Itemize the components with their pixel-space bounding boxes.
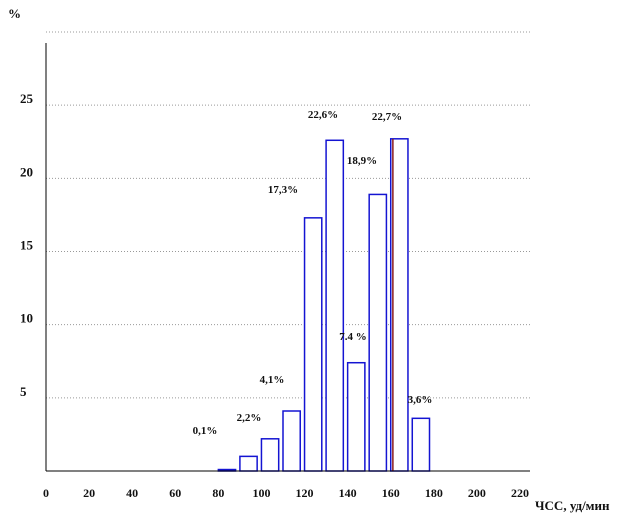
x-tick-label: 40 (126, 486, 138, 500)
histogram-bar (368, 193, 388, 472)
histogram-bar (411, 417, 431, 472)
y-tick-label: 15 (20, 238, 34, 253)
histogram-bar (239, 455, 258, 472)
x-tick-label: 20 (83, 486, 95, 500)
data-label: 2,2% (237, 412, 262, 424)
data-label: 3,6% (408, 394, 433, 406)
y-tick-label: 25 (20, 91, 34, 106)
y-tick-label: 5 (20, 384, 27, 399)
data-label: 22,7% (372, 111, 402, 123)
x-tick-labels: 0 20 40 60 80 100 120 140 160 180 200 220 (43, 486, 529, 500)
data-labels: 0,1% 2,2% 4,1% 17,3% 22,6% 7.4 % 18,9% 22,7% 3,6… (193, 109, 433, 437)
x-tick-label: 160 (382, 486, 400, 500)
y-tick-label: 10 (20, 311, 33, 326)
histogram-bar (282, 410, 301, 472)
histogram-bar (303, 217, 323, 472)
bars (217, 138, 431, 472)
histogram-bar (325, 139, 345, 472)
x-tick-label: 200 (468, 486, 486, 500)
x-tick-label: 0 (43, 486, 49, 500)
data-label: 0,1% (193, 425, 218, 437)
axes (45, 43, 530, 472)
histogram-bar (260, 438, 280, 472)
data-label: 22,6% (308, 109, 338, 121)
y-tick-label: 20 (20, 164, 33, 179)
x-tick-label: 80 (212, 486, 224, 500)
x-tick-label: 180 (425, 486, 443, 500)
x-tick-label: 60 (169, 486, 181, 500)
data-label: 17,3% (268, 184, 298, 196)
x-tick-label: 140 (339, 486, 357, 500)
y-axis-title: % (8, 6, 21, 21)
data-label: 7.4 % (339, 331, 367, 343)
histogram-bar (346, 361, 366, 472)
data-label: 4,1% (260, 374, 285, 386)
data-label: 18,9% (347, 155, 377, 167)
x-tick-label: 120 (296, 486, 314, 500)
x-tick-label: 220 (511, 486, 529, 500)
gridlines (46, 31, 530, 399)
y-tick-labels: 5 10 15 20 25 (20, 91, 34, 399)
x-tick-label: 100 (252, 486, 270, 500)
x-axis-title: ЧСС, уд/мин (535, 498, 610, 513)
